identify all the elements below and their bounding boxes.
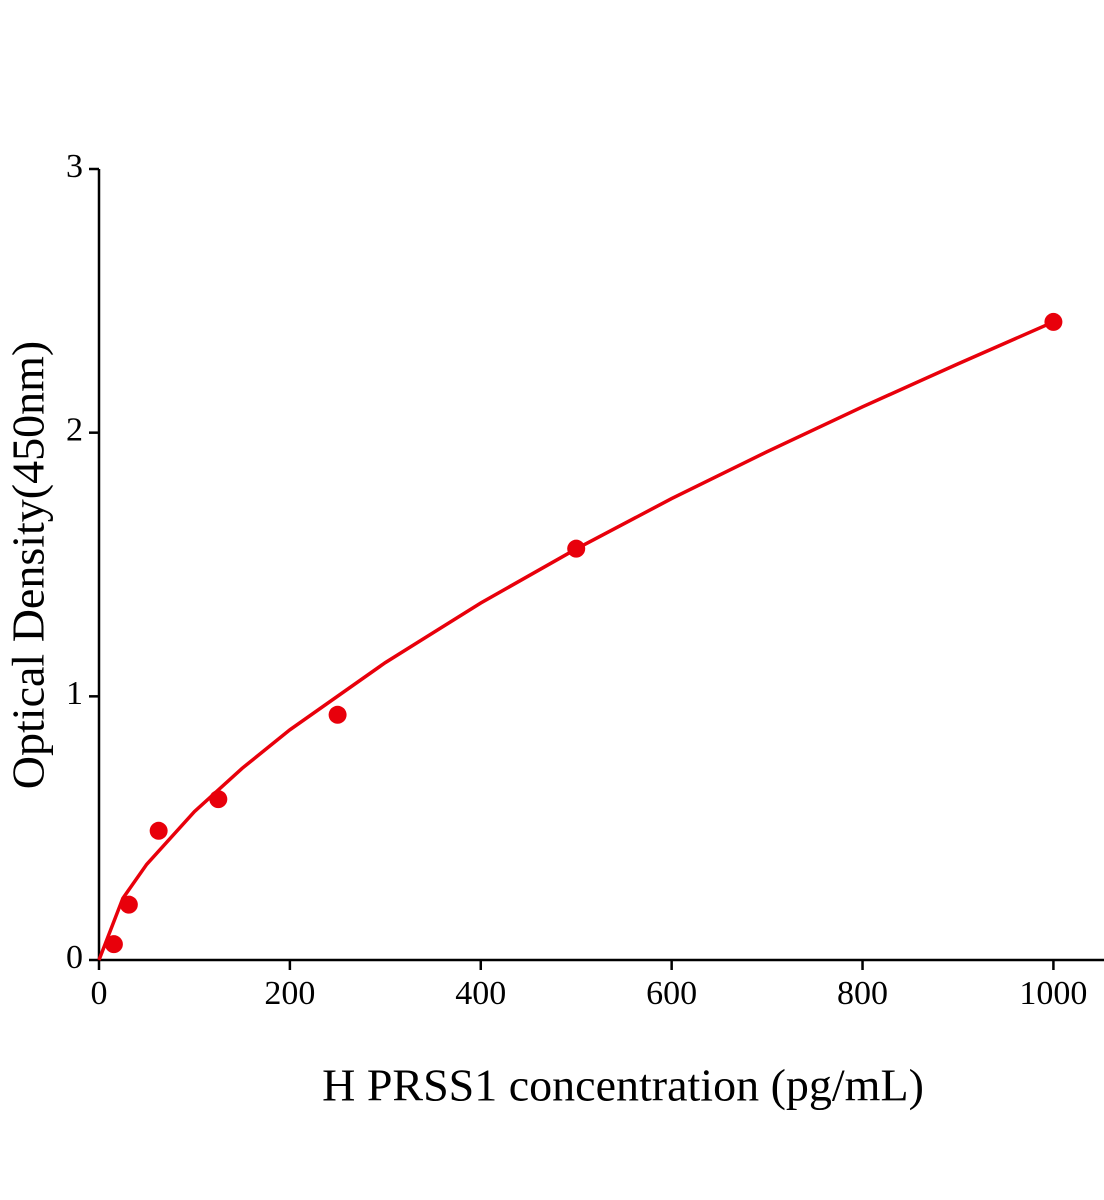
- data-point: [149, 821, 168, 840]
- x-axis-title: H PRSS1 concentration (pg/mL): [322, 1060, 924, 1111]
- data-point: [567, 539, 586, 558]
- x-tick-label: 200: [264, 975, 315, 1012]
- data-point: [1044, 312, 1063, 331]
- data-point: [328, 705, 347, 724]
- y-axis-title: Optical Density(450nm): [3, 341, 54, 789]
- y-tick-label: 0: [66, 939, 83, 976]
- y-tick-label: 3: [66, 148, 83, 185]
- x-tick-label: 0: [91, 975, 108, 1012]
- data-point: [209, 790, 228, 809]
- fit-curve: [97, 320, 1055, 961]
- y-tick-label: 1: [66, 675, 83, 712]
- x-tick-label: 800: [837, 975, 888, 1012]
- x-tick-label: 400: [455, 975, 506, 1012]
- data-point: [119, 895, 138, 914]
- x-tick-label: 600: [646, 975, 697, 1012]
- y-tick-label: 2: [66, 411, 83, 448]
- data-point: [104, 935, 123, 954]
- x-tick-label: 1000: [1019, 975, 1087, 1012]
